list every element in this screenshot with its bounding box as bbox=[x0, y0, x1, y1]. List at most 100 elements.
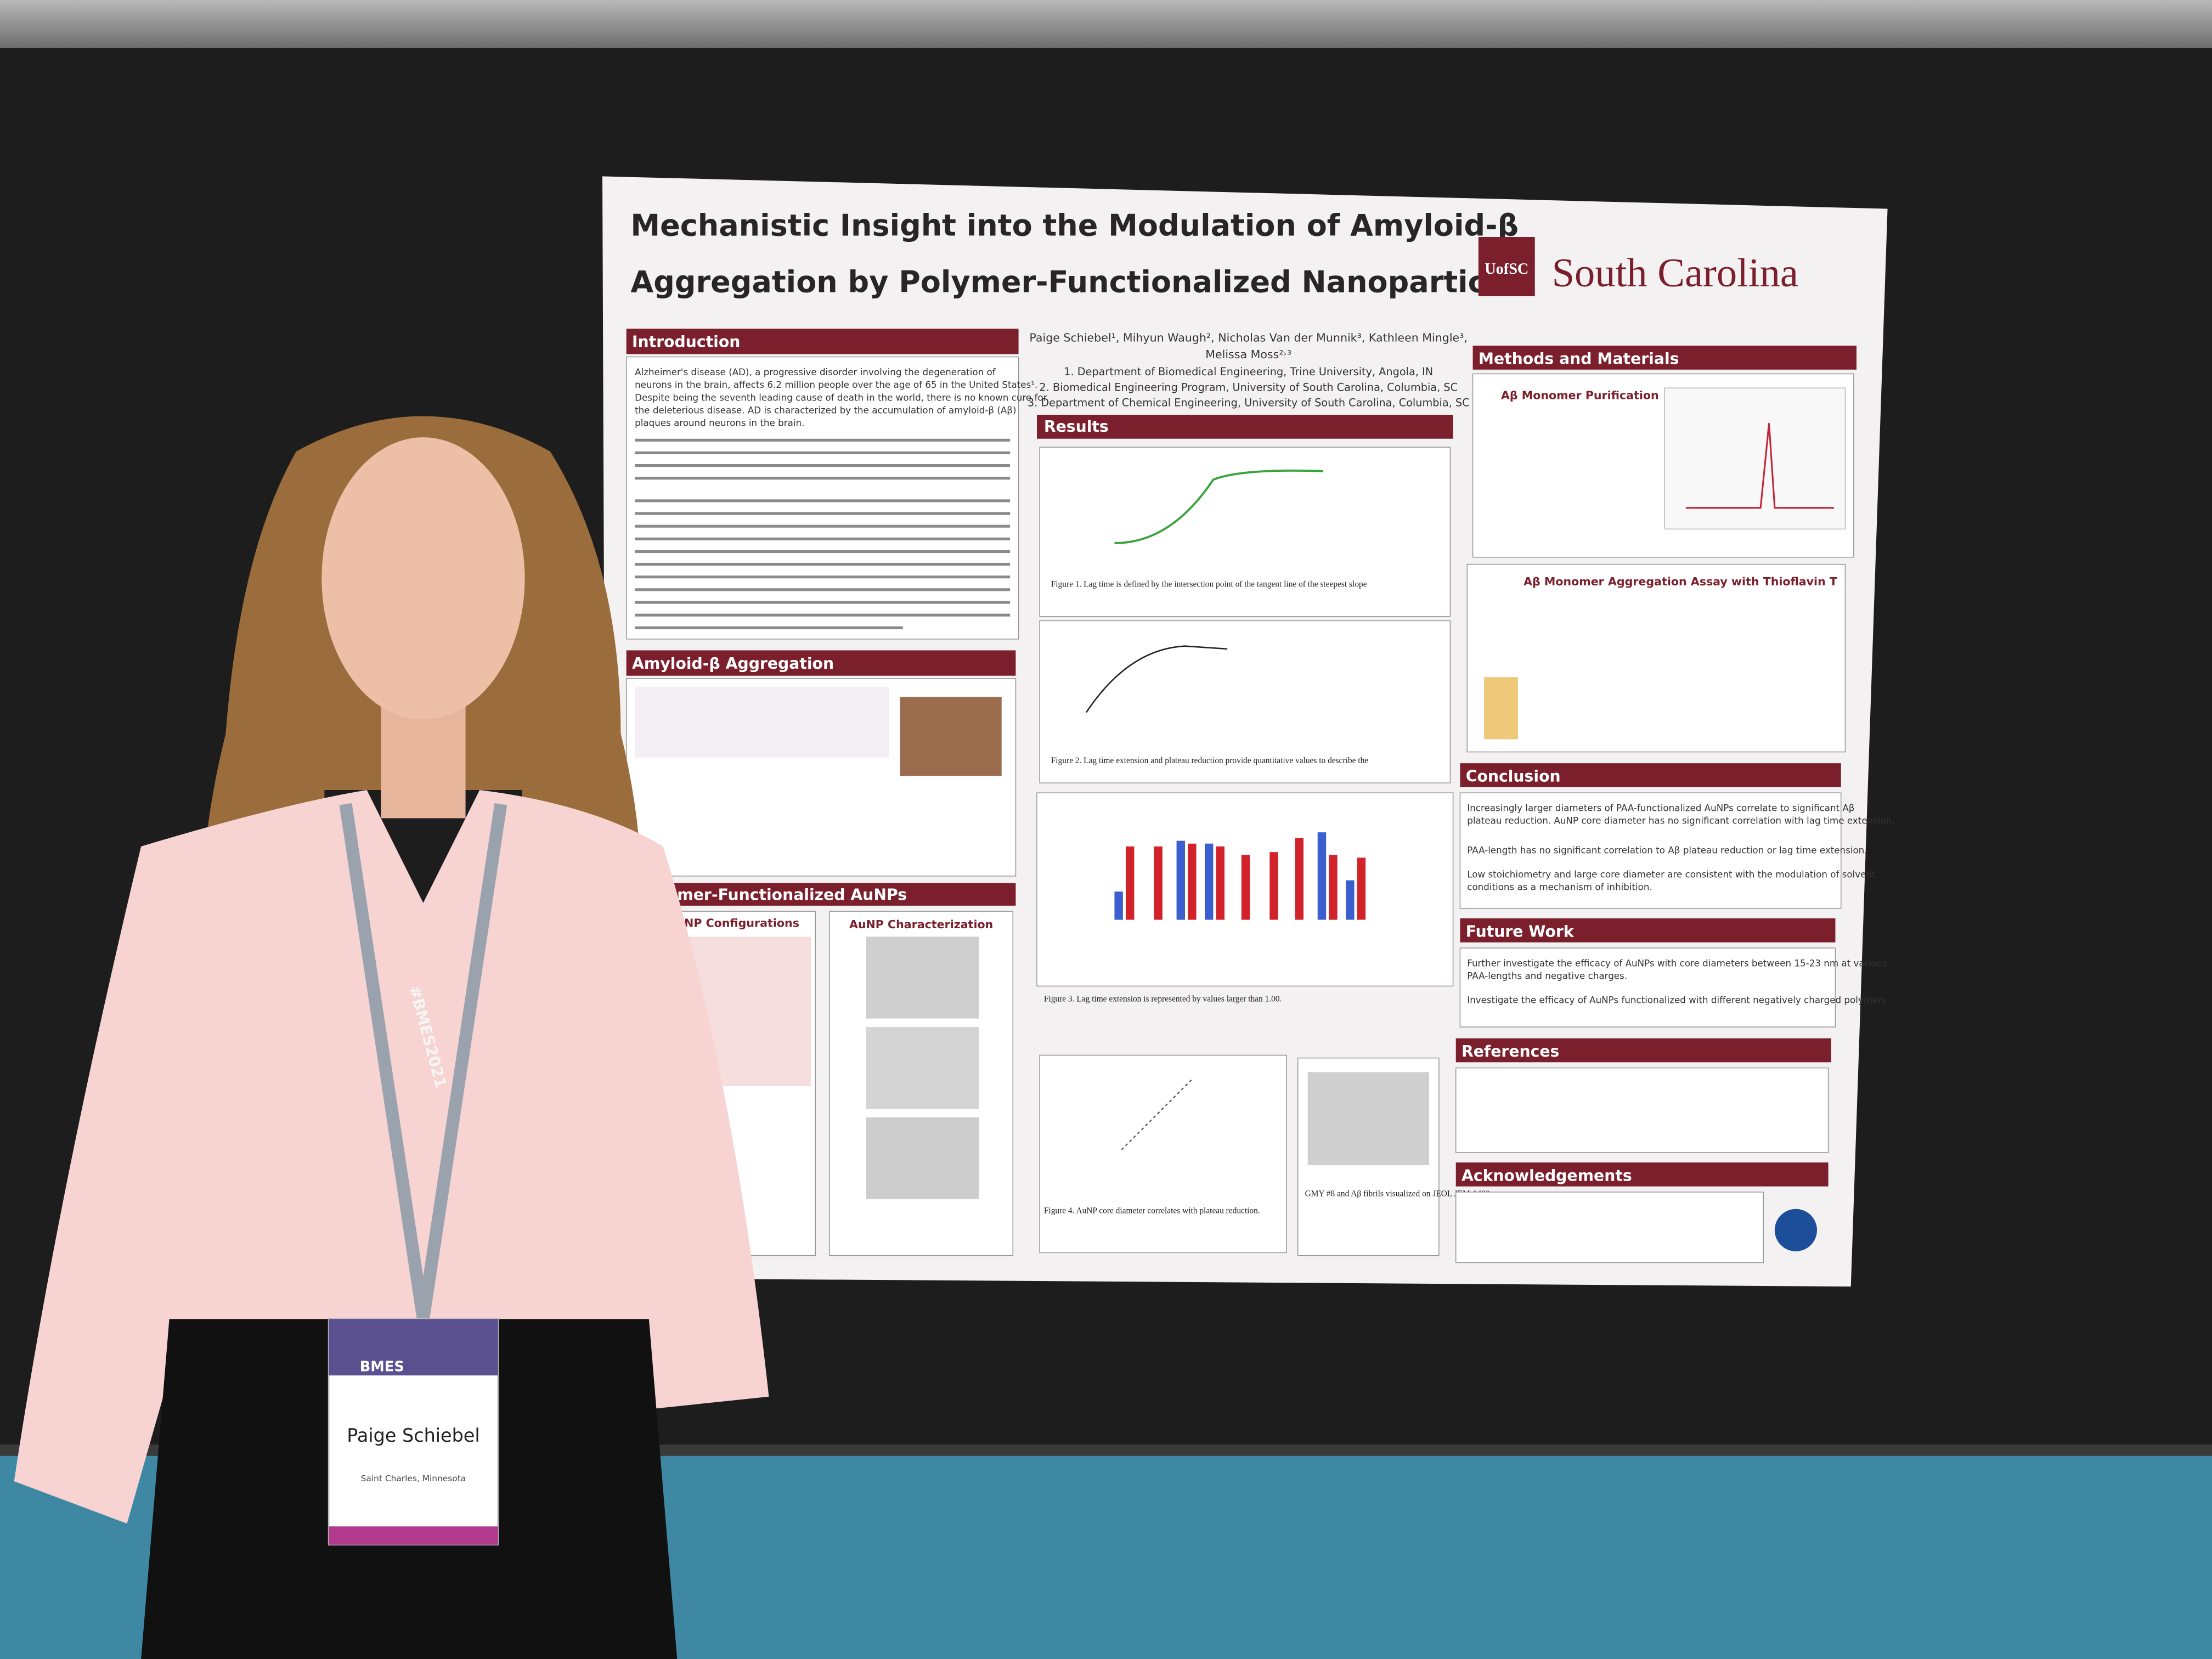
bar bbox=[1126, 846, 1135, 920]
badge-footer bbox=[329, 1526, 498, 1545]
authors: Melissa Moss²˒³ bbox=[1205, 348, 1291, 361]
section-title: Acknowledgements bbox=[1462, 1166, 1632, 1184]
logo: UofSC bbox=[1485, 261, 1528, 278]
badge-event: BMES bbox=[360, 1358, 404, 1375]
intro-text: Despite being the seventh leading cause … bbox=[635, 392, 1047, 403]
section-title: Introduction bbox=[632, 333, 740, 351]
section-title: Results bbox=[1044, 417, 1109, 436]
badge-location: Saint Charles, Minnesota bbox=[361, 1474, 466, 1483]
section-header bbox=[626, 329, 1019, 354]
blouse bbox=[14, 790, 769, 1524]
peak-curve bbox=[1685, 423, 1834, 509]
badge-name: Paige Schiebel bbox=[347, 1425, 479, 1446]
section-title: Amyloid-β Aggregation bbox=[632, 654, 834, 673]
intro-text: plaques around neurons in the brain. bbox=[635, 417, 804, 428]
subsection-title: Aβ Monomer Purification bbox=[1501, 389, 1659, 402]
logo-box bbox=[1478, 237, 1535, 296]
intro-text: neurons in the brain, affects 6.2 millio… bbox=[635, 379, 1037, 390]
bar bbox=[1269, 852, 1278, 920]
bar bbox=[1154, 846, 1163, 920]
bar bbox=[1357, 857, 1366, 920]
plaque-image bbox=[900, 697, 1002, 776]
subsection-title: AuNP Characterization bbox=[849, 918, 993, 931]
bar bbox=[1295, 838, 1304, 920]
ceiling-strip bbox=[0, 0, 2212, 48]
intro-text-lines bbox=[635, 438, 1011, 629]
section-header bbox=[1472, 346, 1857, 370]
face bbox=[321, 437, 525, 720]
section-title: Methods and Materials bbox=[1479, 349, 1679, 368]
figure-caption: Figure 1. Lag time is defined by the int… bbox=[1051, 580, 1367, 589]
curve bbox=[1114, 469, 1324, 544]
figure-caption: Figure 3. Lag time extension is represen… bbox=[1044, 995, 1282, 1004]
authors: Paige Schiebel¹, Mihyun Waugh², Nicholas… bbox=[1029, 331, 1468, 344]
section-header bbox=[1037, 415, 1453, 439]
section-title: References bbox=[1462, 1042, 1559, 1060]
future-text: Investigate the efficacy of AuNPs functi… bbox=[1467, 994, 1889, 1005]
conclusion-box bbox=[1459, 792, 1842, 909]
intro-text: the deleterious disease. AD is character… bbox=[635, 404, 1016, 415]
bar bbox=[1205, 843, 1214, 920]
intro-box bbox=[625, 356, 1019, 640]
pathway-diagram bbox=[635, 687, 889, 758]
section-header bbox=[626, 883, 1016, 906]
intro-text: Alzheimer's disease (AD), a progressive … bbox=[635, 366, 996, 377]
lanyard bbox=[339, 803, 507, 1321]
future-box bbox=[1459, 947, 1836, 1028]
section-title: mer-Functionalized AuNPs bbox=[677, 886, 907, 904]
section-header bbox=[1460, 763, 1841, 787]
bar bbox=[1346, 880, 1355, 920]
curve bbox=[1085, 645, 1228, 713]
poster-title: Mechanistic Insight into the Modulation … bbox=[630, 208, 1519, 242]
future-text: Further investigate the efficacy of AuNP… bbox=[1467, 957, 1887, 968]
person: #BMES2021 BMES Paige Schiebel Saint Char… bbox=[14, 416, 769, 1659]
conclusion-text: plateau reduction. AuNP core diameter ha… bbox=[1467, 815, 1894, 826]
nsf-logo bbox=[1774, 1209, 1817, 1251]
bar bbox=[1114, 891, 1123, 920]
future-text: PAA-lengths and negative charges. bbox=[1467, 970, 1627, 981]
section-header bbox=[626, 650, 1016, 676]
ack-box bbox=[1455, 1192, 1764, 1263]
affiliation: 2. Biomedical Engineering Program, Unive… bbox=[1039, 381, 1458, 393]
affiliation: 3. Department of Chemical Engineering, U… bbox=[1028, 397, 1470, 409]
section-title: Conclusion bbox=[1466, 768, 1561, 786]
conclusion-text: Increasingly larger diameters of PAA-fun… bbox=[1467, 803, 1854, 814]
assay-box bbox=[1466, 563, 1846, 753]
figure-4 bbox=[1039, 1054, 1287, 1254]
section-title: Future Work bbox=[1466, 922, 1575, 940]
well-diagram bbox=[1484, 677, 1518, 740]
poster-title: Aggregation by Polymer-Functionalized Na… bbox=[630, 264, 1533, 299]
figure-caption: Figure 4. AuNP core diameter correlates … bbox=[1044, 1206, 1260, 1215]
bar bbox=[1329, 855, 1338, 920]
subsection-title: Aβ Monomer Aggregation Assay with Thiofl… bbox=[1523, 575, 1837, 588]
figure-caption: Figure 2. Lag time extension and plateau… bbox=[1051, 756, 1369, 765]
references-box bbox=[1455, 1067, 1829, 1153]
tem-image bbox=[866, 1027, 979, 1109]
bar-chart-image bbox=[1114, 832, 1366, 920]
figure-2 bbox=[1039, 620, 1451, 783]
conclusion-text: Low stoichiometry and large core diamete… bbox=[1467, 868, 1876, 879]
tem-image bbox=[866, 1117, 979, 1199]
bar bbox=[1176, 840, 1185, 920]
tem-image bbox=[866, 936, 979, 1019]
tem-image bbox=[1307, 1072, 1429, 1165]
bar bbox=[1188, 843, 1197, 920]
conclusion-text: conditions as a mechanism of inhibition. bbox=[1467, 882, 1652, 893]
section-header bbox=[1460, 918, 1836, 943]
subsection-title: NP Configurations bbox=[684, 916, 799, 929]
figure-caption: GMY #8 and Aβ fibrils visualized on JEOL… bbox=[1305, 1189, 1490, 1199]
chromatogram bbox=[1664, 387, 1846, 529]
badge-banner bbox=[329, 1319, 498, 1376]
affiliation: 1. Department of Biomedical Engineering,… bbox=[1064, 365, 1433, 378]
institution: South Carolina bbox=[1552, 251, 1798, 296]
figure-1 bbox=[1039, 447, 1451, 617]
poster-content: Mechanistic Insight into the Modulation … bbox=[625, 208, 1895, 1263]
section-header bbox=[1455, 1038, 1831, 1063]
bar bbox=[1216, 846, 1224, 920]
conclusion-text: PAA-length has no significant correlatio… bbox=[1467, 845, 1867, 856]
bar bbox=[1317, 832, 1327, 920]
section-header bbox=[1455, 1162, 1829, 1187]
